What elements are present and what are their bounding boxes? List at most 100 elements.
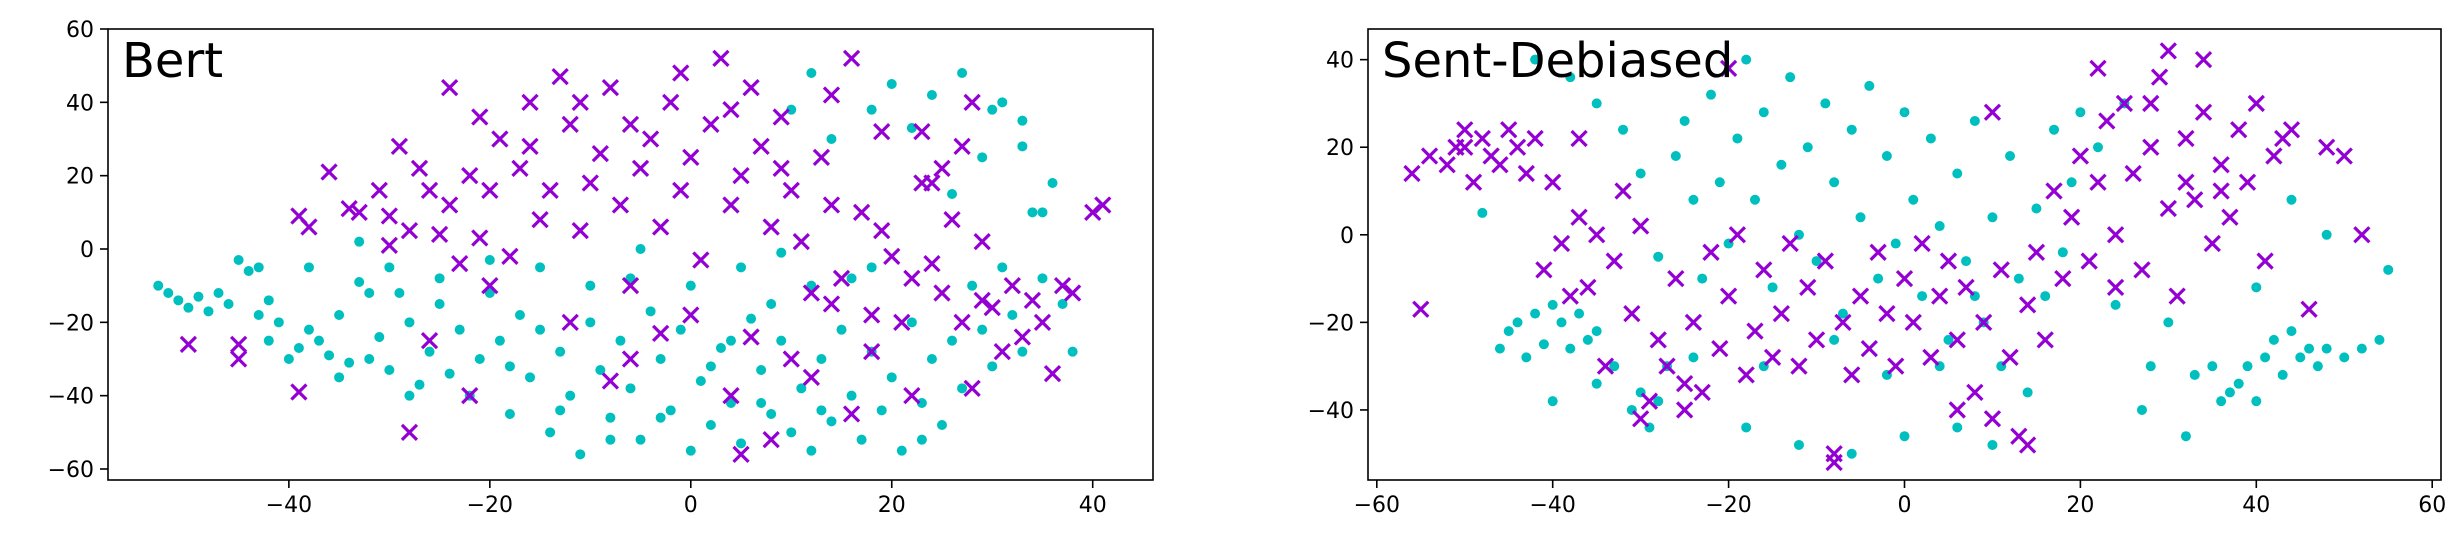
bert-point-circle bbox=[957, 68, 968, 78]
bert-point-circle bbox=[585, 317, 596, 328]
sent-debiased-point-circle bbox=[1565, 72, 1576, 83]
sent-debiased-point-x bbox=[1623, 304, 1641, 323]
sent-debiased-point-circle bbox=[2066, 177, 2077, 188]
bert-y-axis: −60 −40 −20 0 20 40 60 bbox=[48, 18, 108, 483]
sent-debiased-point-circle bbox=[1864, 80, 1875, 91]
sent-debiased-point-circle bbox=[2233, 378, 2244, 389]
sent-debiased-point-x bbox=[1939, 252, 1958, 270]
bert-point-circle bbox=[947, 335, 958, 346]
bert-point-circle bbox=[1057, 299, 1068, 309]
sent-debiased-point-x bbox=[2106, 226, 2125, 244]
bert-point-circle bbox=[595, 365, 606, 375]
sent-debiased-point-circle bbox=[2110, 299, 2121, 310]
bert-point-x bbox=[521, 93, 539, 111]
sent-debiased-point-x bbox=[1561, 287, 1579, 305]
sent-debiased-point-circle bbox=[2251, 396, 2262, 407]
sent-debiased-point-x bbox=[1851, 287, 1870, 305]
sent-debiased-point-circle bbox=[2383, 264, 2394, 275]
sent-debiased-point-circle bbox=[1741, 422, 1752, 433]
bert-point-circle bbox=[605, 434, 616, 445]
bert-point-x bbox=[420, 332, 439, 350]
bert-point-x bbox=[621, 277, 640, 295]
sent-debiased-point-circle bbox=[1741, 54, 1752, 65]
bert-x-tick-label: 20 bbox=[878, 493, 906, 518]
bert-point-x bbox=[953, 313, 971, 331]
sent-debiased-point-circle bbox=[1538, 339, 1549, 350]
bert-point-x bbox=[410, 159, 429, 177]
bert-point-x bbox=[883, 247, 901, 265]
bert-point-circle bbox=[826, 134, 837, 144]
sent-debiased-y-tick-label: 0 bbox=[1340, 224, 1354, 249]
bert-point-circle bbox=[454, 324, 465, 335]
sent-debiased-point-circle bbox=[1653, 396, 1664, 407]
bert-point-x bbox=[229, 335, 248, 353]
bert-point-x bbox=[652, 324, 670, 342]
bert-point-circle bbox=[253, 262, 264, 273]
bert-point-x bbox=[682, 306, 700, 324]
bert-point-x bbox=[963, 379, 981, 397]
bert-point-x bbox=[1013, 328, 1032, 346]
bert-point-x bbox=[1094, 196, 1112, 214]
bert-point-x bbox=[682, 148, 700, 166]
bert-point-circle bbox=[736, 262, 747, 273]
bert-point-circle bbox=[354, 236, 365, 247]
bert-point-x bbox=[451, 255, 469, 273]
bert-point-circle bbox=[675, 324, 686, 335]
sent-debiased-point-circle bbox=[1899, 107, 1910, 118]
sent-debiased-point-circle bbox=[1503, 326, 1514, 337]
bert-point-circle bbox=[786, 427, 797, 438]
sent-debiased-point-x bbox=[1816, 252, 1834, 270]
sent-debiased-point-circle bbox=[1881, 150, 1892, 161]
bert-point-x bbox=[290, 383, 308, 401]
sent-debiased-point-x bbox=[1517, 164, 1535, 183]
sent-debiased-point-x bbox=[2335, 147, 2353, 165]
bert-point-circle bbox=[625, 273, 636, 284]
bert-point-circle bbox=[766, 409, 777, 419]
sent-debiased-point-circle bbox=[1899, 431, 1910, 442]
sent-debiased-x-tick-label: 0 bbox=[1898, 493, 1912, 518]
sent-debiased-point-circle bbox=[1688, 352, 1699, 363]
bert-point-x bbox=[340, 200, 358, 218]
sent-debiased-point-circle bbox=[1512, 317, 1523, 328]
bert-point-circle bbox=[997, 97, 1008, 108]
sent-debiased-point-x bbox=[1632, 217, 1650, 235]
bert-point-x bbox=[782, 350, 800, 368]
sent-debiased-point-circle bbox=[1618, 124, 1629, 135]
sent-debiased-y-tick-label: −40 bbox=[1308, 399, 1354, 424]
sent-debiased-point-x bbox=[2282, 121, 2301, 139]
bert-point-circle bbox=[826, 416, 837, 427]
sent-debiased-point-x bbox=[1983, 103, 2002, 121]
sent-debiased-point-circle bbox=[1776, 159, 1787, 170]
sent-debiased-point-circle bbox=[1873, 273, 1884, 284]
sent-debiased-point-x bbox=[2186, 191, 2204, 209]
sent-debiased-point-circle bbox=[1969, 115, 1980, 126]
bert-y-tick-label: 60 bbox=[66, 18, 94, 43]
sent-debiased-point-x bbox=[1957, 278, 1975, 296]
sent-debiased-point-x bbox=[1807, 331, 1826, 349]
sent-debiased-point-x bbox=[2080, 252, 2098, 270]
bert-point-circle bbox=[916, 398, 927, 408]
sent-debiased-point-x bbox=[2018, 296, 2037, 314]
bert-point-x bbox=[903, 269, 921, 287]
sent-debiased-point-circle bbox=[2075, 107, 2086, 118]
bert-point-x bbox=[742, 79, 760, 97]
bert-point-circle bbox=[334, 372, 345, 383]
bert-point-circle bbox=[535, 324, 546, 335]
sent-debiased-point-x bbox=[2027, 243, 2046, 261]
bert-point-x bbox=[571, 222, 589, 240]
bert-point-circle bbox=[776, 247, 787, 258]
sent-debiased-panel: Sent-Debiased −60 −40 −20 0 20 40 60 −40 −20 0 20… bbox=[1308, 28, 2446, 518]
sent-debiased-point-x bbox=[1702, 243, 1720, 261]
sent-debiased-point-x bbox=[1878, 304, 1896, 323]
sent-debiased-point-circle bbox=[2286, 194, 2297, 205]
sent-debiased-point-circle bbox=[2145, 361, 2156, 372]
sent-debiased-point-x bbox=[1719, 287, 1738, 305]
sent-debiased-point-circle bbox=[1749, 194, 1760, 205]
bert-point-circle bbox=[746, 313, 757, 324]
sent-debiased-point-x bbox=[1887, 357, 1905, 375]
sent-debiased-point-x bbox=[2159, 199, 2177, 218]
bert-point-circle bbox=[414, 379, 425, 390]
bert-point-circle bbox=[303, 262, 314, 273]
sent-debiased-point-x bbox=[1983, 410, 2002, 428]
sent-debiased-point-circle bbox=[1952, 422, 1963, 433]
